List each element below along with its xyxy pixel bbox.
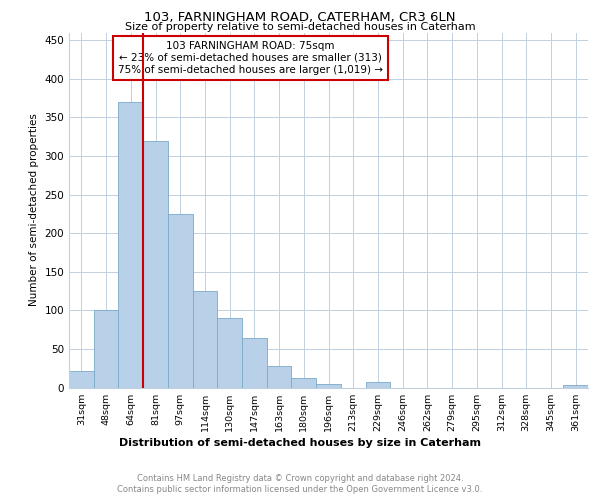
- Text: 103 FARNINGHAM ROAD: 75sqm
← 23% of semi-detached houses are smaller (313)
75% o: 103 FARNINGHAM ROAD: 75sqm ← 23% of semi…: [118, 42, 383, 74]
- Text: Contains HM Land Registry data © Crown copyright and database right 2024.
Contai: Contains HM Land Registry data © Crown c…: [118, 474, 482, 494]
- Bar: [193, 291, 217, 388]
- Bar: [217, 318, 242, 388]
- Bar: [242, 338, 267, 388]
- Bar: [168, 214, 193, 388]
- Bar: [365, 382, 390, 388]
- Bar: [94, 310, 118, 388]
- Bar: [292, 378, 316, 388]
- Bar: [267, 366, 292, 388]
- Bar: [69, 372, 94, 388]
- Bar: [118, 102, 143, 388]
- Text: Distribution of semi-detached houses by size in Caterham: Distribution of semi-detached houses by …: [119, 438, 481, 448]
- Text: Size of property relative to semi-detached houses in Caterham: Size of property relative to semi-detach…: [125, 22, 475, 32]
- Bar: [563, 385, 588, 388]
- Text: 103, FARNINGHAM ROAD, CATERHAM, CR3 6LN: 103, FARNINGHAM ROAD, CATERHAM, CR3 6LN: [144, 11, 456, 24]
- Y-axis label: Number of semi-detached properties: Number of semi-detached properties: [29, 114, 39, 306]
- Bar: [143, 140, 168, 388]
- Bar: [316, 384, 341, 388]
